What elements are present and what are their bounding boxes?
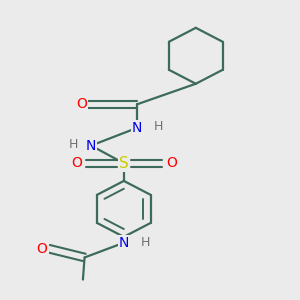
Text: O: O [166, 156, 177, 170]
Text: S: S [119, 156, 129, 171]
Text: O: O [71, 156, 82, 170]
Text: H: H [154, 120, 163, 133]
Text: N: N [118, 236, 129, 250]
Text: H: H [68, 138, 78, 151]
Text: H: H [140, 236, 150, 249]
Text: O: O [37, 242, 47, 256]
Text: N: N [86, 139, 96, 153]
Text: O: O [76, 98, 87, 111]
Text: N: N [132, 121, 142, 135]
